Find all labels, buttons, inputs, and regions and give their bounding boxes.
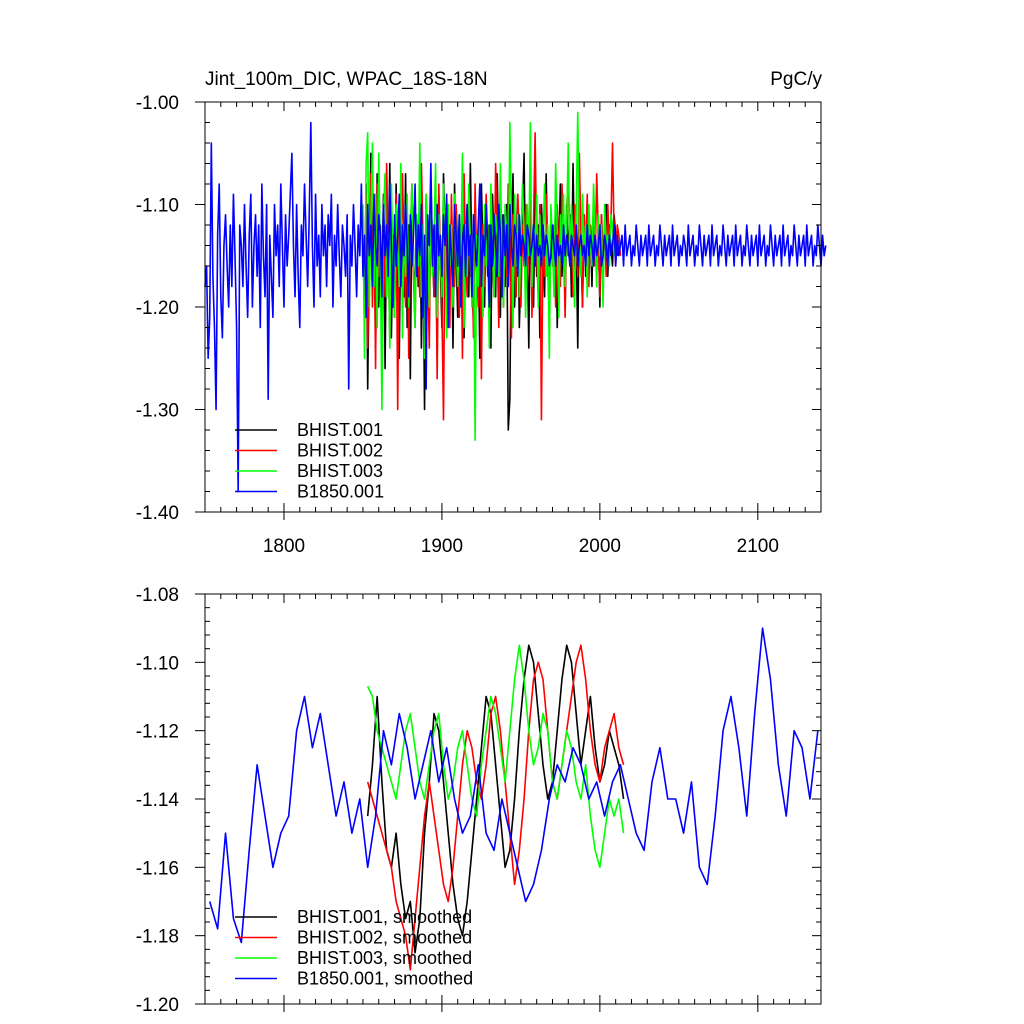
series-line-b1850-001-smoothed xyxy=(208,627,819,944)
y-tick-label: -1.16 xyxy=(136,858,179,879)
legend-label-b1850-001-smoothed: B1850.001, smoothed xyxy=(297,969,473,989)
series-line-bhist-003-smoothed xyxy=(366,644,625,869)
top-chart-units-label: PgC/y xyxy=(770,69,822,90)
y-tick-label: -1.14 xyxy=(136,790,180,811)
top-chart-title: Jint_100m_DIC, WPAC_18S-18N xyxy=(205,69,488,90)
series-line-bhist-002-smoothed xyxy=(366,644,625,971)
bottom-series-layer xyxy=(208,627,819,971)
y-tick-label: -1.40 xyxy=(136,503,179,524)
x-tick-label: 1800 xyxy=(263,536,305,557)
legend-label-bhist-001-smoothed: BHIST.001, smoothed xyxy=(297,907,472,927)
y-tick-label: -1.20 xyxy=(136,298,179,319)
legend-label-bhist-003: BHIST.003 xyxy=(297,461,383,481)
bottom-axes-layer: -1.20 -1.18 -1.16 -1.14 -1.12 -1.10 -1.08 xyxy=(136,585,822,1016)
x-tick-label: 2100 xyxy=(737,536,779,557)
y-tick-label: -1.10 xyxy=(136,196,179,217)
top-series-layer xyxy=(204,111,827,493)
y-tick-label: -1.20 xyxy=(136,995,179,1016)
legend-label-bhist-002-smoothed: BHIST.002, smoothed xyxy=(297,928,472,948)
y-tick-label: -1.00 xyxy=(136,93,179,114)
top-panel: Jint_100m_DIC, WPAC_18S-18N PgC/y 1800 19… xyxy=(136,69,827,557)
y-tick-label: -1.08 xyxy=(136,585,179,606)
y-tick-label: -1.18 xyxy=(136,927,179,948)
bottom-panel: -1.20 -1.18 -1.16 -1.14 -1.12 -1.10 -1.08 BHIS… xyxy=(136,585,822,1016)
series-line-b1850-001 xyxy=(204,121,827,493)
x-tick-label: 1900 xyxy=(421,536,463,557)
legend-label-bhist-001: BHIST.001 xyxy=(297,420,383,440)
y-tick-label: -1.12 xyxy=(136,722,179,743)
legend-label-bhist-003-smoothed: BHIST.003, smoothed xyxy=(297,948,472,968)
legend-label-b1850-001: B1850.001 xyxy=(297,482,384,502)
top-axes-layer: 1800 1900 2000 2100 -1.40 -1.30 -1.20 -1.10 -1.0… xyxy=(136,93,822,557)
x-tick-label: 2000 xyxy=(579,536,621,557)
legend-label-bhist-002: BHIST.002 xyxy=(297,441,383,461)
y-tick-label: -1.30 xyxy=(136,401,179,422)
y-tick-label: -1.10 xyxy=(136,653,179,674)
